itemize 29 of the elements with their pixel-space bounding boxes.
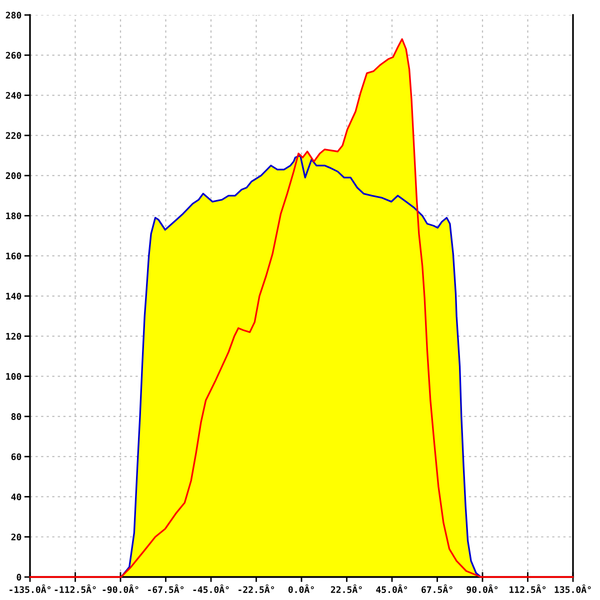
x-tick-label: 90.0Â° xyxy=(466,584,498,594)
y-tick-label: 280 xyxy=(6,12,22,19)
x-tick-label: 0.0Â° xyxy=(288,584,314,594)
x-tick-label: 135.0Â° xyxy=(554,584,591,594)
y-tick-label: 160 xyxy=(6,252,22,260)
x-tick-label: -22.5Â° xyxy=(238,584,274,594)
y-tick-label: 100 xyxy=(6,373,22,380)
x-tick-label: -67.5Â° xyxy=(148,584,184,594)
x-tick-label: 45.0Â° xyxy=(376,584,408,594)
x-tick-label: 67.5Â° xyxy=(422,584,452,594)
x-tick-label: -112.5Â° xyxy=(54,584,96,594)
y-tick-label: 120 xyxy=(6,332,22,340)
y-tick-label: 220 xyxy=(6,132,22,139)
x-tick-label: -45.0Â° xyxy=(193,584,229,594)
y-tick-label: 40 xyxy=(11,493,22,500)
y-tick-label: 60 xyxy=(11,453,22,460)
y-tick-label: 200 xyxy=(6,172,22,180)
x-tick-label: -90.0Â° xyxy=(102,584,138,594)
y-tick-label: 260 xyxy=(6,52,22,59)
y-tick-label: 240 xyxy=(6,92,22,99)
x-tick-label: 22.5Â° xyxy=(330,584,362,594)
y-tick-label: 180 xyxy=(6,212,22,220)
y-tick-label: 0 xyxy=(16,574,22,581)
line-series xyxy=(120,154,482,578)
x-tick-label: -135.0Â° xyxy=(10,584,50,594)
y-tick-label: 80 xyxy=(11,413,22,420)
y-tick-label: 140 xyxy=(6,292,22,300)
y-tick-label: 20 xyxy=(11,534,22,540)
x-tick-label: 112.5Â° xyxy=(510,584,546,594)
